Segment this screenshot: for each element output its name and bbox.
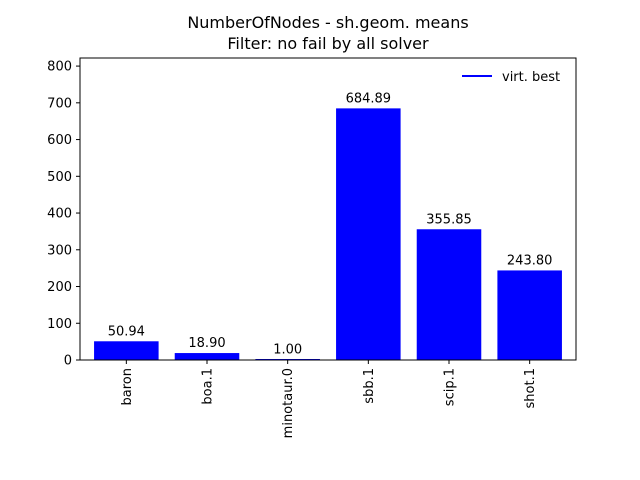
bar-sbb-1	[336, 108, 401, 360]
bar-value-label: 243.80	[507, 253, 553, 268]
y-tick-label: 100	[47, 317, 72, 332]
chart-subtitle: Filter: no fail by all solver	[227, 34, 429, 53]
y-tick-label: 300	[47, 243, 72, 258]
plot-frame	[79, 57, 577, 361]
legend: virt. best	[462, 70, 560, 85]
bar-value-label: 684.89	[346, 91, 392, 106]
bar-baron	[94, 341, 159, 360]
y-tick-label: 800	[47, 60, 72, 75]
bar-value-label: 18.90	[188, 336, 225, 351]
bar-shot-1	[497, 270, 562, 360]
x-tick-label: boa.1	[201, 368, 216, 405]
x-tick-label: sbb.1	[362, 368, 377, 404]
chart-title: NumberOfNodes - sh.geom. means	[187, 13, 468, 32]
bar-value-label: 355.85	[426, 212, 472, 227]
bar-value-label: 1.00	[273, 343, 302, 358]
x-tick-label: baron	[120, 368, 135, 405]
bars-group	[94, 108, 562, 360]
x-axis: baron boa.1 minotaur.0 sbb.1 scip.1 shot.1	[120, 360, 538, 438]
y-tick-label: 200	[47, 280, 72, 295]
bar-value-labels: 50.94 18.90 1.00 684.89 355.85 243.80	[108, 91, 553, 357]
y-tick-label: 400	[47, 207, 72, 222]
bar-boa-1	[174, 353, 240, 360]
y-tick-label: 700	[47, 96, 72, 111]
bar-value-label: 50.94	[108, 324, 145, 339]
x-tick-label: minotaur.0	[281, 368, 296, 438]
x-tick-label: shot.1	[523, 368, 538, 408]
y-axis: 0 100 200 300 400 500 600 700 800	[47, 60, 80, 369]
y-tick-label: 500	[47, 170, 72, 185]
x-tick-label: scip.1	[443, 368, 458, 406]
legend-label: virt. best	[502, 70, 560, 85]
y-tick-label: 600	[47, 133, 72, 148]
bar-scip-1	[416, 229, 482, 360]
y-tick-label: 0	[64, 354, 72, 369]
